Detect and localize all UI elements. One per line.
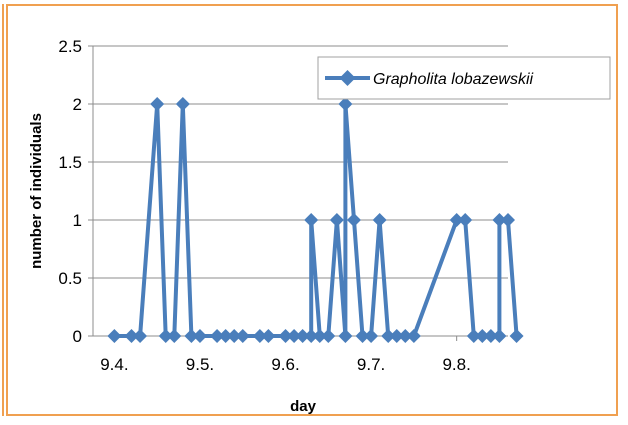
legend-marker-swatch	[339, 70, 356, 86]
data-point-36	[475, 329, 490, 343]
data-point-32	[406, 329, 421, 343]
legend: Grapholita lobazewskii	[317, 56, 611, 100]
data-point-16	[287, 329, 302, 343]
data-point-30	[389, 329, 404, 343]
series-0	[107, 97, 524, 343]
data-point-24	[338, 97, 353, 111]
data-point-20	[312, 329, 327, 343]
x-tick-label-1: 9.5.	[186, 355, 214, 374]
data-point-10	[218, 329, 233, 343]
data-point-11	[227, 329, 242, 343]
y-tick-label-3: 1.5	[58, 153, 82, 172]
data-point-6	[175, 97, 190, 111]
data-point-1	[124, 329, 139, 343]
x-tick-label-4: 9.8.	[442, 355, 470, 374]
frame-left-rule	[2, 4, 4, 416]
x-tick-label-3: 9.7.	[357, 355, 385, 374]
data-point-18	[304, 329, 319, 343]
data-point-28	[372, 213, 387, 227]
y-tick-label-4: 2	[73, 95, 82, 114]
data-point-22	[329, 213, 344, 227]
data-point-17	[295, 329, 310, 343]
data-point-5	[167, 329, 182, 343]
data-point-41	[509, 329, 524, 343]
tick-labels: 0 0.5 1 1.5 2 2.5 9.4. 9.5. 9.6. 9.7. 9.8.	[58, 37, 470, 374]
data-point-23	[338, 329, 353, 343]
y-axis-title: number of individuals	[28, 113, 45, 269]
data-point-25	[346, 213, 361, 227]
y-tick-label-0: 0	[73, 327, 82, 346]
data-point-37	[483, 329, 498, 343]
x-tick-label-2: 9.6.	[271, 355, 299, 374]
data-point-9	[210, 329, 225, 343]
data-point-39	[492, 213, 507, 227]
y-tick-label-1: 0.5	[58, 269, 82, 288]
x-tick-label-0: 9.4.	[100, 355, 128, 374]
series-layer	[107, 97, 524, 343]
data-point-13	[252, 329, 267, 343]
data-point-4	[158, 329, 173, 343]
x-axis-title: day	[290, 398, 317, 415]
data-point-2	[133, 329, 148, 343]
data-point-40	[501, 213, 515, 227]
data-point-35	[466, 329, 481, 343]
data-point-14	[261, 329, 276, 343]
y-tick-label-5: 2.5	[58, 37, 82, 56]
y-tick-label-2: 1	[73, 211, 82, 230]
data-point-27	[364, 329, 379, 343]
data-point-31	[398, 329, 413, 343]
data-point-3	[150, 97, 165, 111]
data-point-7	[184, 329, 199, 343]
data-point-8	[192, 329, 207, 343]
legend-label: Grapholita lobazewskii	[373, 71, 534, 88]
data-point-12	[235, 329, 250, 343]
data-point-29	[381, 329, 396, 343]
data-point-38	[492, 329, 507, 343]
data-point-26	[355, 329, 370, 343]
data-point-19	[304, 213, 319, 227]
data-point-15	[278, 329, 293, 343]
data-point-33	[449, 213, 464, 227]
data-point-21	[321, 329, 336, 343]
data-point-34	[458, 213, 473, 227]
data-point-0	[107, 329, 122, 343]
